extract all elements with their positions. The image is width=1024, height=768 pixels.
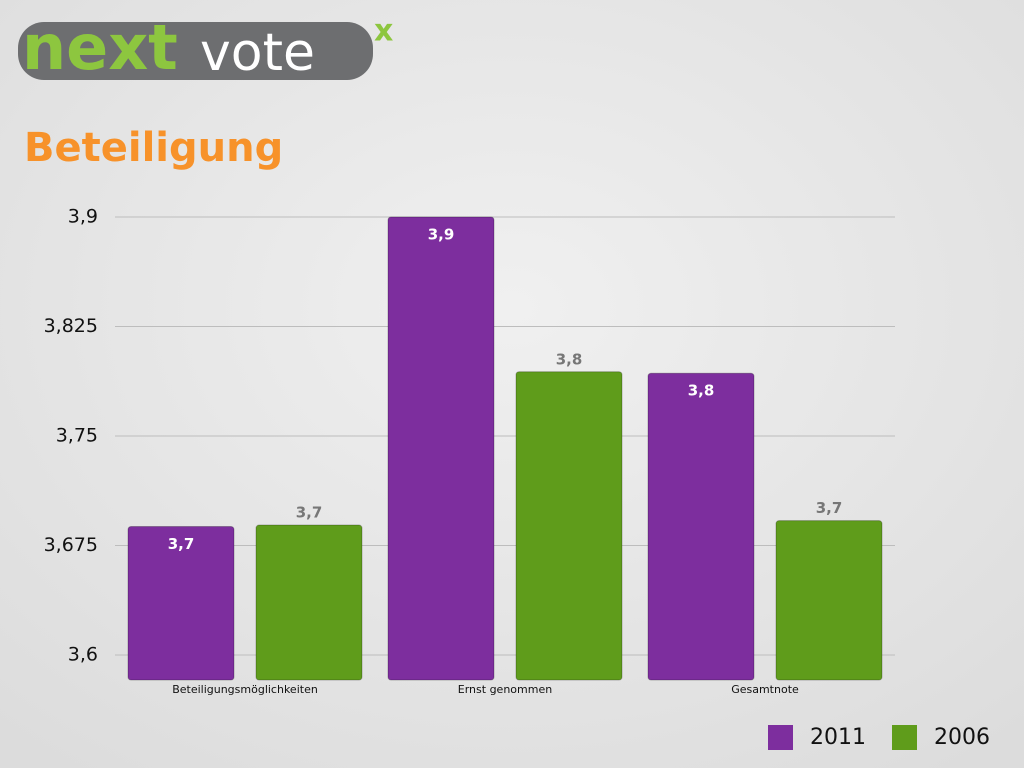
legend-label: 2011 [810, 725, 866, 750]
bar [515, 371, 623, 681]
bar [387, 216, 495, 681]
logo-mark: x [374, 14, 393, 49]
y-tick-label: 3,675 [44, 534, 98, 556]
logo-second: vote [200, 23, 315, 83]
legend-swatch [892, 725, 917, 750]
x-tick-label: Ernst genommen [458, 683, 552, 696]
y-tick-label: 3,9 [68, 206, 98, 228]
bar [775, 520, 883, 681]
bar [127, 526, 235, 681]
value-label: 3,9 [428, 226, 455, 244]
value-label: 3,7 [816, 499, 843, 517]
logo-badge [18, 22, 373, 80]
x-tick-label: Beteiligungsmöglichkeiten [172, 683, 318, 696]
value-label: 3,7 [296, 504, 323, 522]
legend-swatch [768, 725, 793, 750]
chart-title: Beteiligung [24, 125, 283, 171]
value-label: 3,8 [688, 382, 715, 400]
y-tick-label: 3,6 [68, 644, 98, 666]
legend-label: 2006 [934, 725, 990, 750]
value-label: 3,7 [168, 535, 195, 553]
bar [647, 372, 755, 681]
x-tick-label: Gesamtnote [731, 683, 799, 696]
bar [255, 524, 363, 681]
y-tick-label: 3,825 [44, 315, 98, 337]
y-tick-label: 3,75 [56, 425, 98, 447]
logo-first: next [22, 11, 178, 84]
value-label: 3,8 [556, 350, 583, 368]
